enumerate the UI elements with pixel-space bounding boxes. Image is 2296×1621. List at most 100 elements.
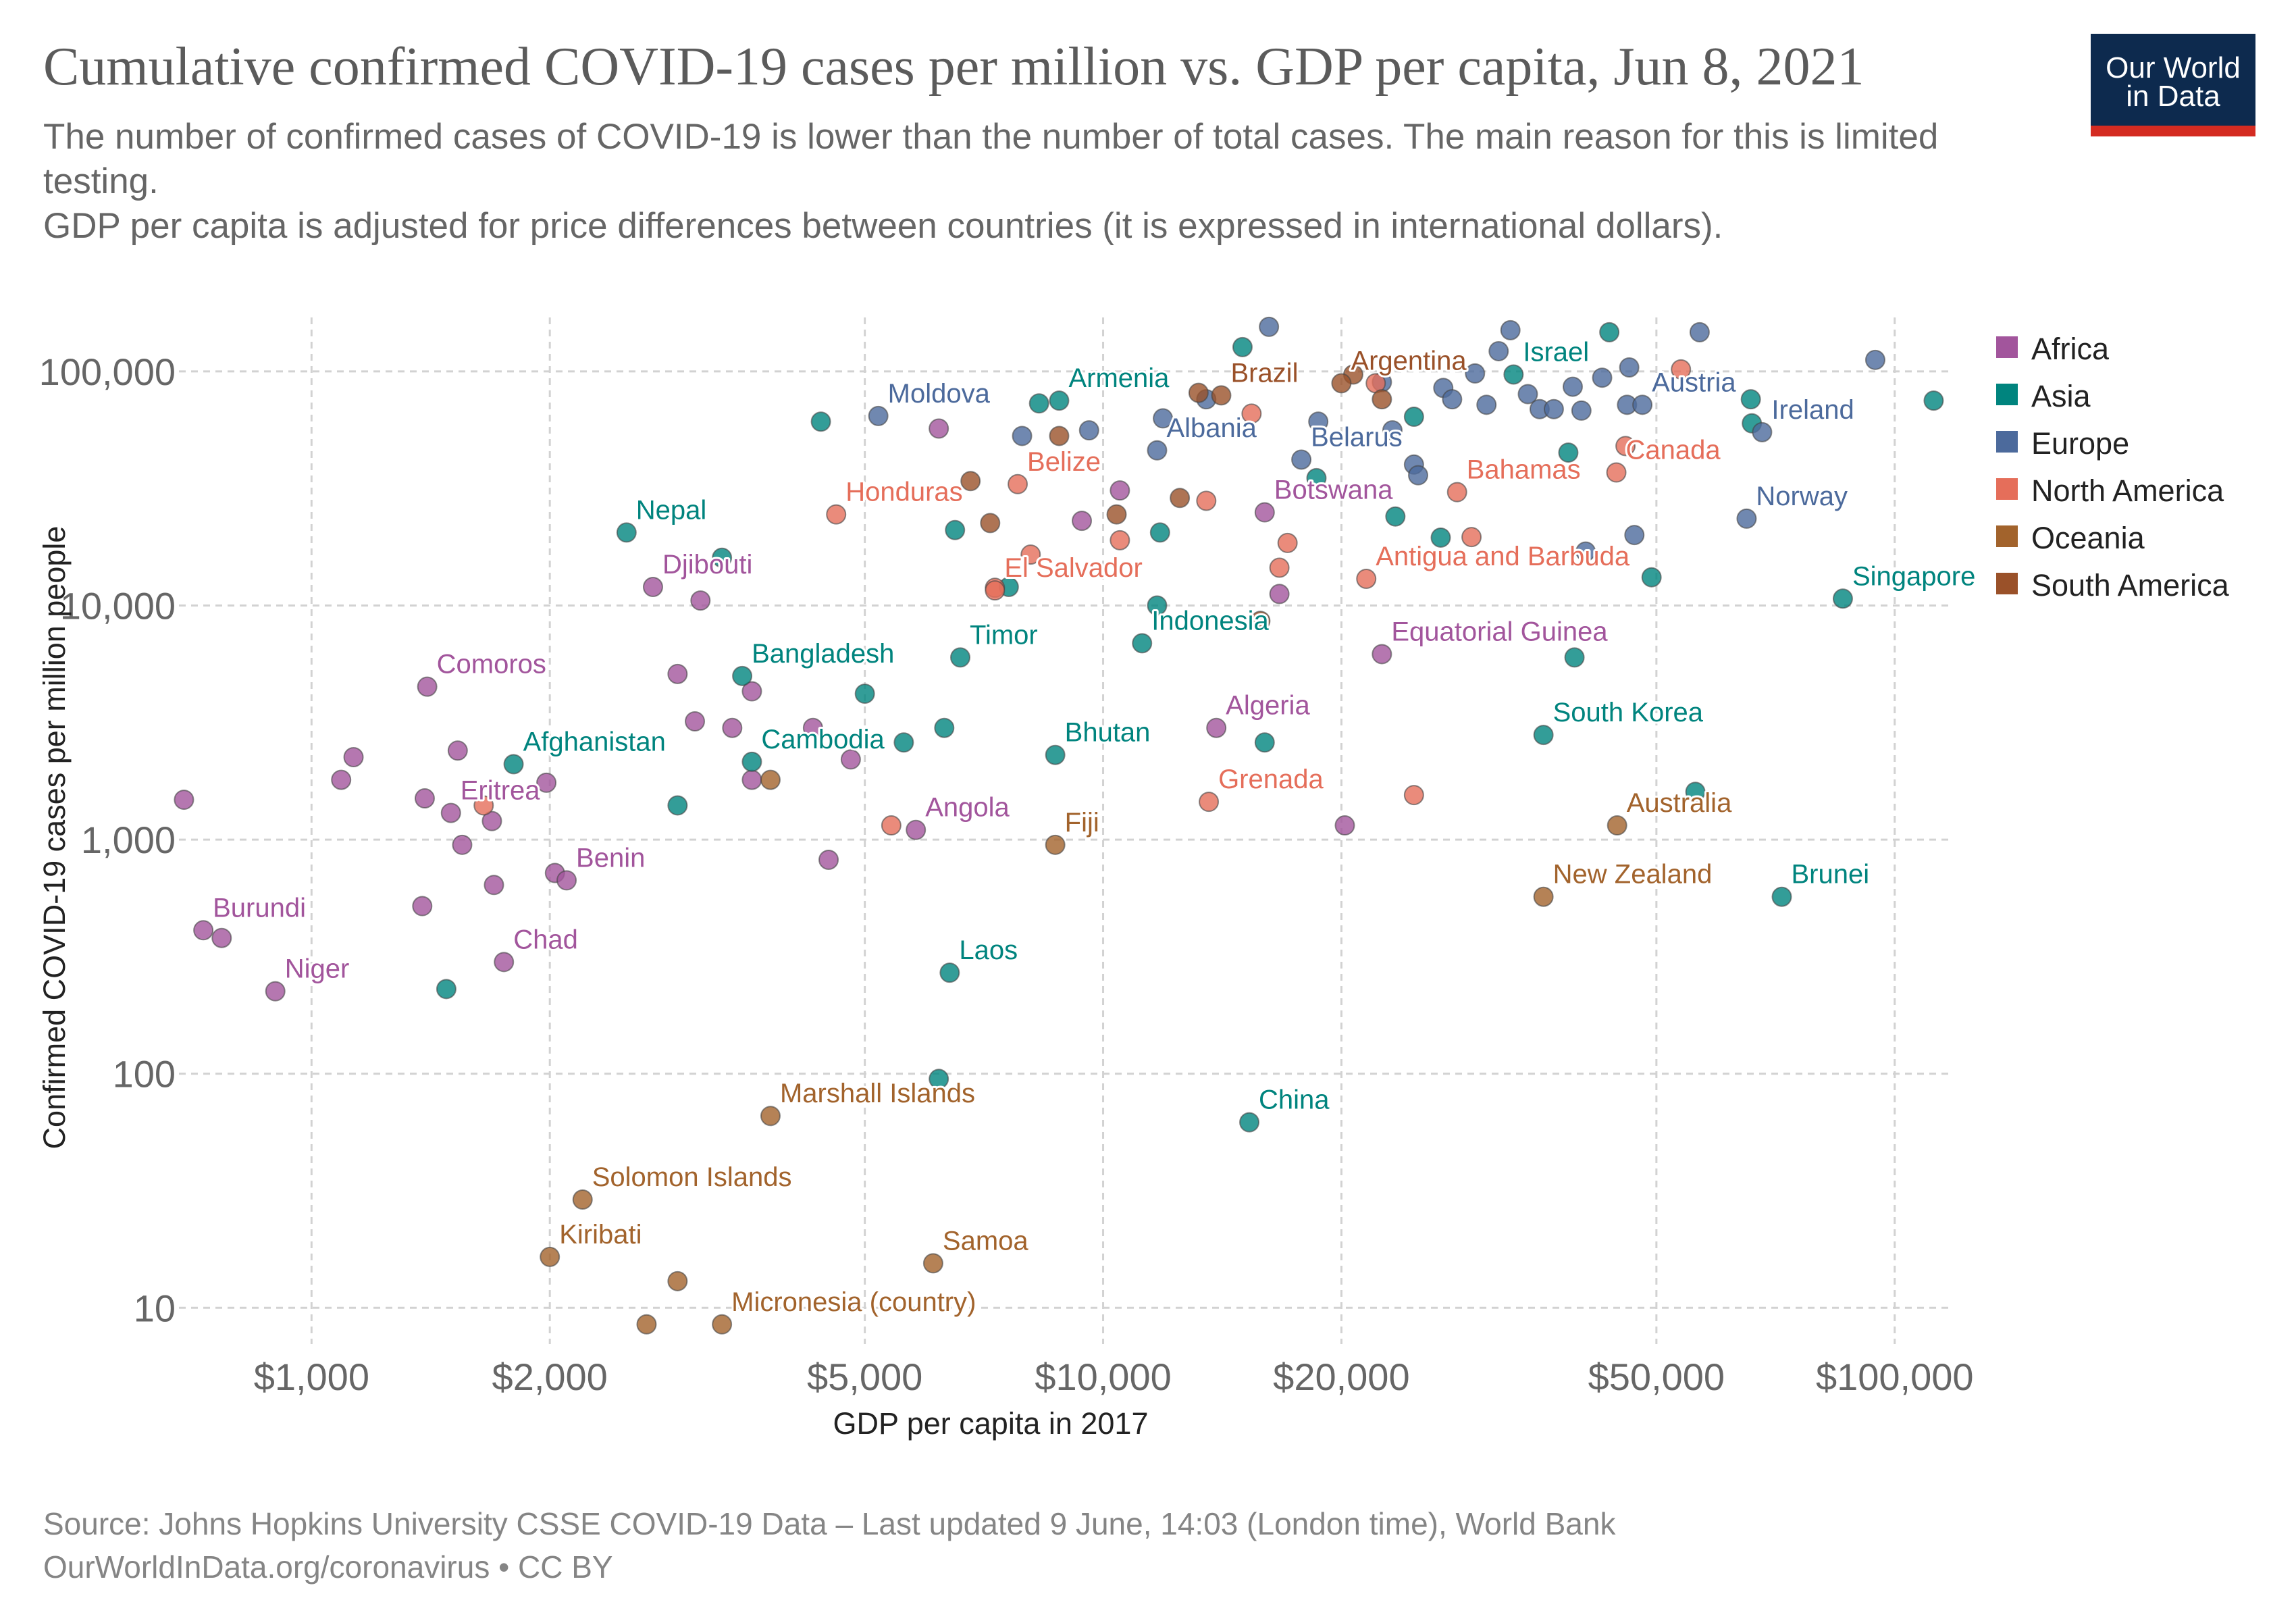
data-point[interactable]	[667, 663, 688, 684]
data-point[interactable]	[1045, 834, 1066, 855]
data-point[interactable]	[1382, 420, 1403, 441]
data-point[interactable]	[1685, 781, 1706, 802]
data-point[interactable]	[481, 810, 502, 831]
data-point[interactable]	[741, 769, 762, 790]
data-point[interactable]	[193, 920, 214, 941]
data-point[interactable]	[1543, 398, 1564, 419]
data-point[interactable]	[760, 769, 781, 790]
data-point[interactable]	[1132, 633, 1153, 654]
data-point[interactable]	[1250, 611, 1271, 632]
data-point[interactable]	[1923, 390, 1944, 411]
data-point[interactable]	[494, 952, 515, 973]
data-point[interactable]	[1624, 525, 1645, 546]
data-point[interactable]	[1277, 532, 1298, 553]
legend-item[interactable]: North America	[1996, 473, 2224, 508]
data-point[interactable]	[881, 815, 902, 836]
data-point[interactable]	[712, 1314, 733, 1335]
data-point[interactable]	[1736, 508, 1757, 529]
data-point[interactable]	[1641, 567, 1662, 588]
data-point[interactable]	[1149, 522, 1170, 543]
data-point[interactable]	[1254, 732, 1275, 753]
data-point[interactable]	[1575, 541, 1596, 562]
data-point[interactable]	[906, 819, 927, 840]
data-point[interactable]	[1446, 482, 1467, 503]
data-point[interactable]	[722, 717, 743, 738]
data-point[interactable]	[690, 590, 711, 611]
data-point[interactable]	[741, 681, 762, 702]
data-point[interactable]	[1619, 357, 1640, 378]
legend[interactable]: Africa Asia Europe North America Oceania Sout…	[1996, 332, 2230, 602]
data-point[interactable]	[1671, 359, 1692, 380]
data-point[interactable]	[685, 711, 706, 732]
data-point[interactable]	[1571, 400, 1592, 421]
data-point[interactable]	[732, 665, 753, 686]
credit-link[interactable]: OurWorldInData.org/coronavirus • CC BY	[43, 1549, 613, 1585]
data-point[interactable]	[331, 769, 352, 790]
data-point[interactable]	[741, 751, 762, 772]
data-point[interactable]	[1558, 442, 1579, 463]
data-point[interactable]	[1500, 319, 1521, 340]
data-point[interactable]	[1153, 408, 1174, 429]
data-point[interactable]	[1606, 462, 1627, 483]
data-point[interactable]	[929, 1069, 949, 1089]
data-point[interactable]	[540, 1246, 560, 1267]
data-point[interactable]	[1008, 473, 1028, 494]
data-point[interactable]	[1607, 815, 1627, 836]
legend-item[interactable]: Oceania	[1996, 521, 2145, 555]
data-point[interactable]	[1442, 389, 1463, 410]
data-point[interactable]	[960, 471, 981, 492]
data-point[interactable]	[484, 875, 504, 896]
data-point[interactable]	[667, 1270, 688, 1291]
data-point[interactable]	[1045, 744, 1066, 765]
data-point[interactable]	[1403, 407, 1424, 428]
data-point[interactable]	[929, 418, 949, 439]
data-point[interactable]	[616, 522, 637, 543]
data-point[interactable]	[343, 747, 364, 768]
data-point[interactable]	[636, 1314, 657, 1335]
data-point[interactable]	[1864, 349, 1885, 370]
data-point[interactable]	[1028, 393, 1049, 414]
data-point[interactable]	[1049, 390, 1070, 411]
data-point[interactable]	[802, 717, 823, 738]
data-point[interactable]	[1564, 647, 1585, 668]
data-point[interactable]	[1072, 511, 1093, 532]
data-point[interactable]	[922, 1253, 943, 1274]
data-point[interactable]	[447, 740, 468, 761]
data-point[interactable]	[1632, 394, 1653, 415]
data-point[interactable]	[1476, 394, 1497, 415]
data-point[interactable]	[1020, 544, 1041, 565]
data-point[interactable]	[854, 684, 875, 704]
data-point[interactable]	[1430, 527, 1451, 548]
data-point[interactable]	[452, 834, 473, 855]
data-point[interactable]	[1170, 488, 1191, 509]
data-point[interactable]	[503, 754, 524, 775]
data-point[interactable]	[980, 513, 1001, 534]
data-point[interactable]	[1562, 376, 1583, 397]
data-point[interactable]	[572, 1189, 593, 1210]
legend-item[interactable]: Asia	[1996, 379, 2091, 413]
data-point[interactable]	[1503, 364, 1524, 385]
data-point[interactable]	[1385, 506, 1406, 527]
data-point[interactable]	[1488, 340, 1509, 361]
data-point[interactable]	[1241, 403, 1262, 424]
data-point[interactable]	[1110, 530, 1130, 550]
data-point[interactable]	[1012, 426, 1033, 446]
data-point[interactable]	[414, 788, 435, 809]
data-point[interactable]	[1196, 490, 1217, 511]
data-point[interactable]	[1049, 426, 1070, 446]
data-point[interactable]	[556, 870, 577, 891]
data-point[interactable]	[473, 795, 494, 816]
data-point[interactable]	[1199, 792, 1220, 813]
legend-item[interactable]: Europe	[1996, 426, 2129, 461]
legend-item[interactable]: Africa	[1996, 332, 2110, 366]
data-point[interactable]	[1592, 367, 1613, 388]
data-point[interactable]	[939, 962, 960, 983]
data-point[interactable]	[1832, 588, 1853, 609]
data-point[interactable]	[1206, 717, 1227, 738]
data-point[interactable]	[1291, 449, 1312, 470]
data-point[interactable]	[1269, 557, 1290, 578]
data-point[interactable]	[868, 405, 889, 426]
data-point[interactable]	[1331, 373, 1352, 394]
data-point[interactable]	[1533, 725, 1554, 746]
data-point[interactable]	[536, 772, 557, 793]
